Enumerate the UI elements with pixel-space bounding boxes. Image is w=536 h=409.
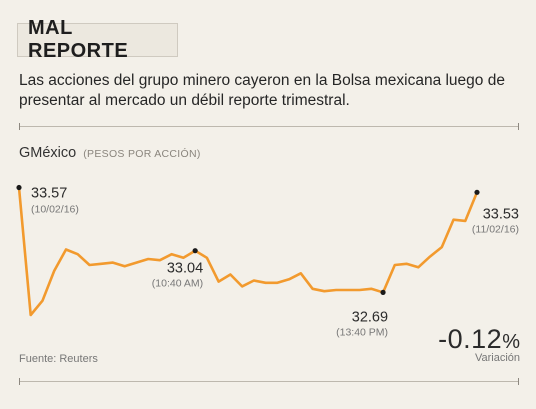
variation-block: -0.12% Variación <box>438 324 520 364</box>
top-divider <box>19 123 519 130</box>
annotation-value-1: 33.04 <box>167 261 203 277</box>
annotation-value-0: 33.57 <box>31 186 67 202</box>
annotation-value-2: 32.69 <box>352 309 388 325</box>
report-title: MAL REPORTE <box>17 17 178 62</box>
annotation-point-2 <box>380 289 386 295</box>
annotation-point-0 <box>16 184 22 191</box>
variation-value: -0.12 <box>438 324 503 354</box>
variation-unit: % <box>502 331 520 353</box>
annotation-time-3: (11/02/16) <box>472 223 519 235</box>
annotation-time-0: (10/02/16) <box>31 204 79 216</box>
unit-label: (PESOS POR ACCIÓN) <box>83 148 201 160</box>
variation-caption: Variación <box>474 352 520 364</box>
description-text: Las acciones del grupo minero cayeron en… <box>19 72 505 109</box>
annotation-value-3: 33.53 <box>483 206 519 222</box>
price-series-line <box>17 187 479 317</box>
ticker-name: GMéxico <box>19 145 77 161</box>
annotation-time-2: (13:40 PM) <box>336 326 388 338</box>
source-note: Fuente: Reuters <box>19 353 98 365</box>
annotation-point-1 <box>192 248 198 254</box>
chart-title: GMéxico (PESOS POR ACCIÓN) <box>19 145 201 161</box>
annotation-point-3 <box>474 189 480 195</box>
bottom-divider <box>19 378 519 385</box>
annotation-time-1: (10:40 AM) <box>152 278 203 290</box>
